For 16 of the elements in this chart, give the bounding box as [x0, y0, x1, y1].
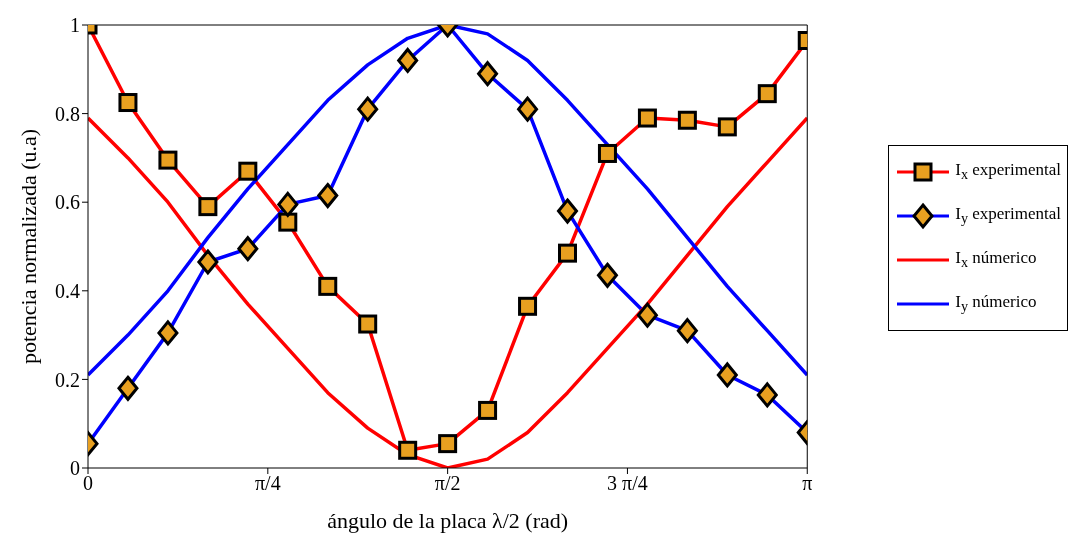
x-axis-title: ángulo de la placa λ/2 (rad) — [327, 508, 569, 533]
legend-label: I$_{y}$ númerico — [955, 292, 1037, 316]
legend-label: I$_{x}$ númerico — [955, 248, 1037, 272]
y-axis-title: potencia normalizada (u.a) — [15, 128, 41, 365]
x-tick-label: π — [802, 472, 813, 495]
y-tick-label: 0.4 — [55, 279, 80, 302]
x-tick-label: 3 π/4 — [607, 472, 648, 495]
y-tick-label: 0.2 — [55, 368, 80, 391]
y-tick-label: 1 — [70, 14, 80, 37]
x-tick-label: π/4 — [254, 472, 281, 495]
y-tick-label: 0.8 — [55, 102, 80, 125]
legend-label: I$_{y}$ experimental — [955, 204, 1061, 228]
y-tick-label: 0 — [70, 457, 80, 480]
x-tick-label: π/2 — [434, 472, 461, 495]
legend-label: I$_{x}$ experimental — [955, 160, 1061, 184]
y-tick-label: 0.6 — [55, 191, 80, 214]
